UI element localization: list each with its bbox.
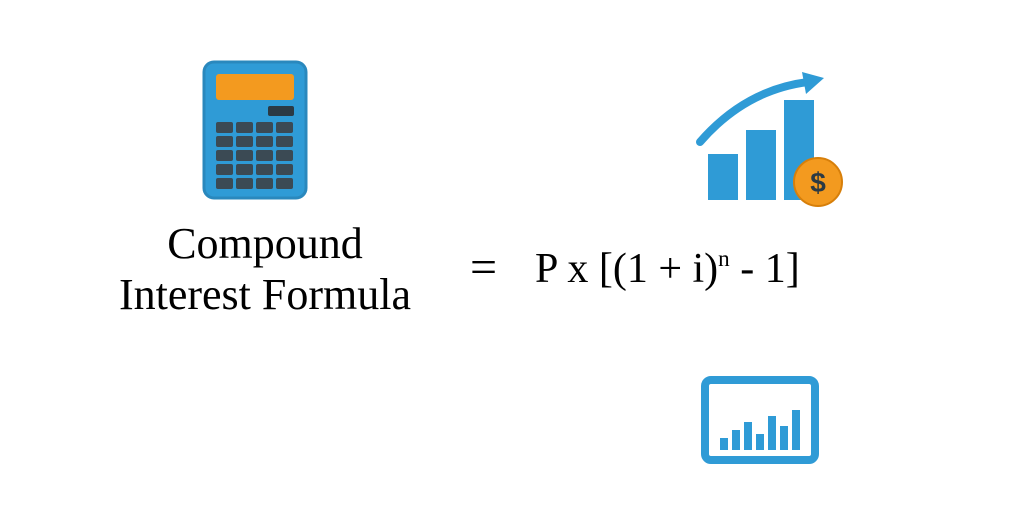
formula-times: x [557, 246, 599, 292]
formula-exponent: n [718, 245, 730, 271]
formula-one: 1 [627, 246, 648, 292]
title-line2: Interest Formula [119, 270, 411, 319]
formula-one2: 1 [765, 246, 786, 292]
title-line1: Compound [167, 219, 363, 268]
formula-P: P [535, 246, 557, 292]
formula-i: i [693, 246, 705, 292]
formula-minus: - [730, 246, 765, 292]
svg-text:$: $ [810, 167, 826, 198]
equals-sign: = [470, 240, 497, 295]
formula-lparen: ( [613, 246, 627, 292]
formula-expression: P x [(1 + i)n - 1] [535, 245, 800, 293]
formula-rbracket: ] [786, 246, 800, 292]
formula-plus: + [648, 246, 693, 292]
calculator-icon [200, 60, 310, 200]
formula-title: Compound Interest Formula [95, 219, 435, 320]
growth-chart-icon: $ [690, 70, 860, 210]
formula-rparen: ) [704, 246, 718, 292]
stats-panel-icon [700, 375, 820, 465]
formula-lbracket: [ [599, 246, 613, 292]
